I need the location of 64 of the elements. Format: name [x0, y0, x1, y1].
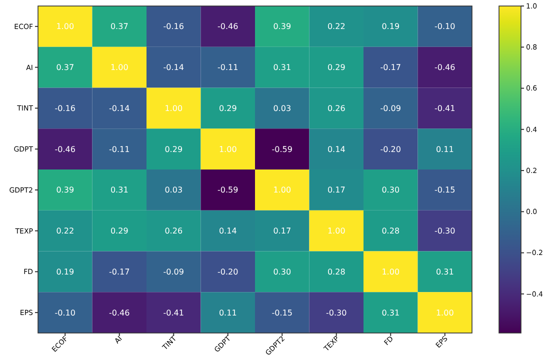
data-label: -0.20: [218, 267, 238, 276]
data-label: 0.26: [164, 226, 183, 236]
data-label: -0.10: [434, 22, 456, 32]
data-label: 0.22: [327, 22, 346, 32]
data-label: -0.46: [109, 308, 130, 318]
data-label: 0.22: [56, 226, 74, 236]
data-label: -0.09: [163, 267, 184, 276]
data-label: 0.30: [273, 267, 292, 276]
data-label: 0.14: [218, 226, 237, 236]
data-label: -0.17: [109, 267, 130, 276]
data-label: -0.17: [380, 63, 401, 72]
data-label: -0.11: [218, 63, 238, 72]
data-label: 1.00: [327, 226, 346, 236]
data-label: -0.59: [218, 186, 238, 195]
data-label: 0.17: [273, 226, 292, 236]
data-label: 0.19: [382, 22, 400, 32]
data-label: 0.28: [382, 226, 400, 236]
data-label: -0.41: [163, 308, 184, 318]
data-label: -0.30: [326, 308, 347, 318]
data-label: 0.31: [110, 186, 128, 195]
data-label: -0.46: [434, 63, 456, 72]
data-label: -0.46: [54, 144, 76, 154]
data-label: 0.28: [327, 267, 346, 276]
data-label: 0.26: [327, 104, 346, 113]
data-label: 0.37: [110, 22, 128, 32]
data-label: 0.29: [164, 144, 183, 154]
data-label: 0.30: [382, 186, 400, 195]
data-label: -0.15: [272, 308, 292, 318]
data-label: 0.03: [164, 186, 183, 195]
data-label: 0.03: [273, 104, 292, 113]
data-label: -0.16: [54, 104, 76, 113]
data-label: 1.00: [164, 104, 183, 113]
data-label: 0.19: [56, 267, 74, 276]
data-label: -0.10: [54, 308, 76, 318]
data-label: -0.20: [380, 144, 401, 154]
data-label: 0.11: [218, 308, 237, 318]
data-label: 1.00: [273, 186, 292, 195]
data-label: 0.29: [218, 104, 237, 113]
data-label: 0.11: [436, 144, 454, 154]
data-label: 1.00: [218, 144, 237, 154]
data-label: 0.37: [56, 63, 74, 72]
data-label: 0.29: [327, 63, 346, 72]
data-label: -0.11: [109, 144, 130, 154]
data-label: 1.00: [56, 22, 74, 32]
data-label: -0.41: [434, 104, 456, 113]
data-label: -0.09: [380, 104, 401, 113]
data-label: 0.31: [273, 63, 292, 72]
data-label: -0.30: [434, 226, 456, 236]
data-label: 1.00: [110, 63, 128, 72]
data-label: 0.31: [436, 267, 454, 276]
data-label: 0.39: [56, 186, 74, 195]
data-label: -0.16: [163, 22, 184, 32]
data-label: 0.39: [273, 22, 292, 32]
data-label: 1.00: [436, 308, 454, 318]
data-label: -0.14: [163, 63, 184, 72]
data-label: -0.15: [434, 186, 456, 195]
data-label: 0.29: [110, 226, 128, 236]
data-label: 0.14: [327, 144, 346, 154]
data-label: 0.17: [327, 186, 346, 195]
data-label: 1.00: [382, 267, 400, 276]
data-label: -0.14: [109, 104, 130, 113]
data-label: -0.59: [272, 144, 292, 154]
data-label: -0.46: [218, 22, 238, 32]
data-label: 0.31: [382, 308, 400, 318]
